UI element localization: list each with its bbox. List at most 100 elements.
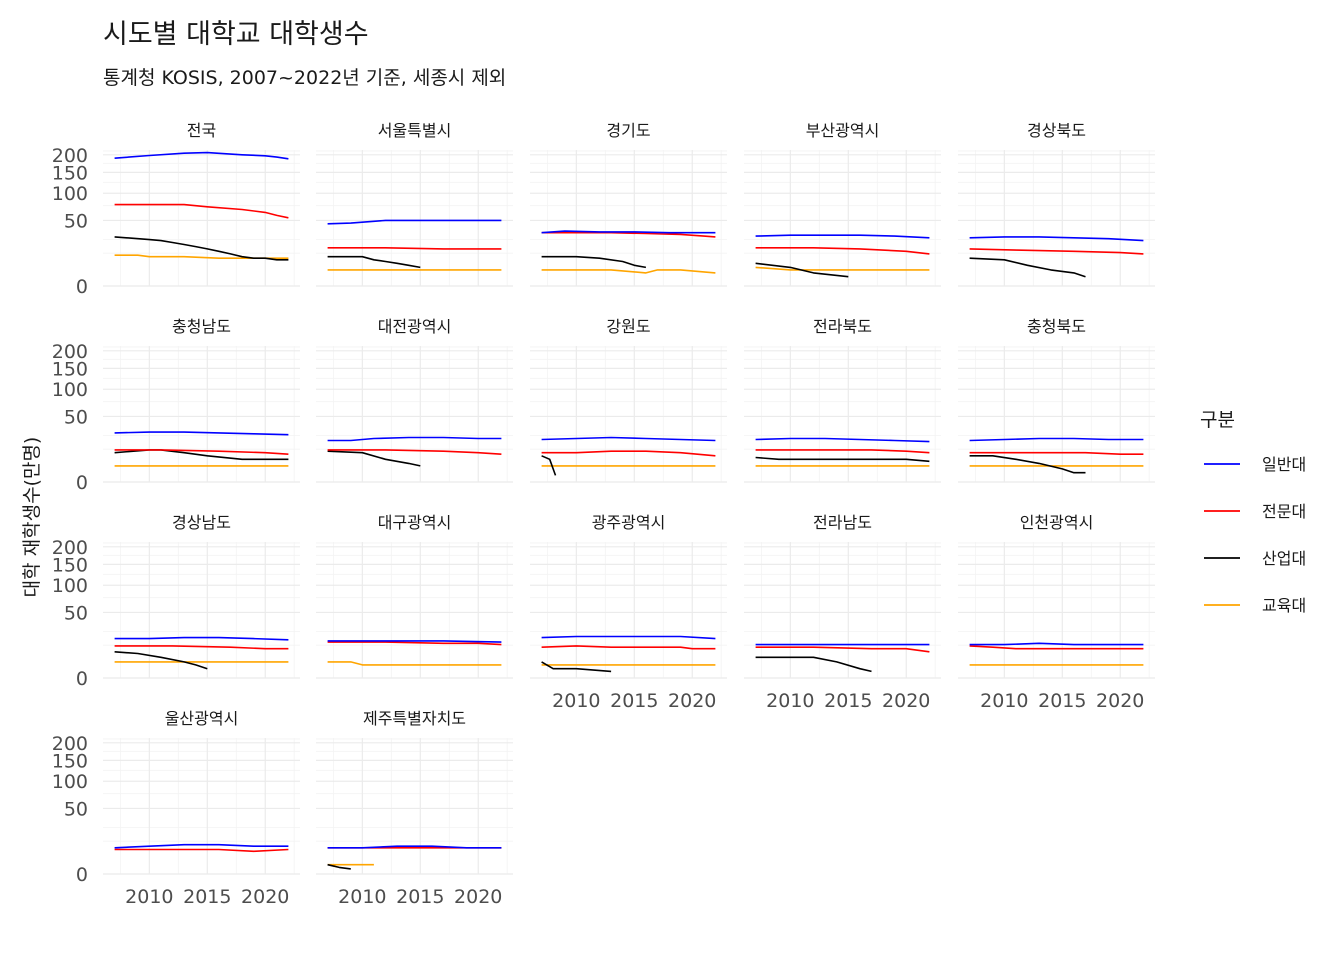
- series-line: [327, 661, 502, 666]
- x-tick-label: 2015: [610, 690, 658, 712]
- series-line: [755, 234, 930, 239]
- legend-label: 교육대: [1262, 596, 1306, 615]
- x-tick-label: 2020: [454, 886, 502, 908]
- facet-strip-label: 강원도: [606, 317, 650, 336]
- y-tick-label: 200: [52, 537, 88, 559]
- facet-strip-label: 대구광역시: [378, 513, 452, 532]
- series-line: [327, 863, 351, 870]
- series-line: [969, 455, 1086, 474]
- facet-strip-label: 충청남도: [172, 317, 231, 336]
- legend-item: 일반대: [1204, 455, 1306, 474]
- series-line: [114, 645, 289, 650]
- series-line: [114, 848, 289, 853]
- facet-panel: 대전광역시: [316, 317, 513, 483]
- series-line: [755, 456, 930, 463]
- series-line: [969, 236, 1144, 242]
- series-line: [327, 255, 421, 269]
- facet-strip-label: 경상북도: [1027, 121, 1086, 140]
- series-line: [327, 450, 421, 467]
- series-line: [114, 236, 289, 261]
- series-line: [969, 642, 1144, 646]
- series-line: [541, 455, 557, 476]
- y-tick-label: 100: [52, 771, 88, 793]
- y-tick-label: 150: [52, 750, 88, 772]
- series-line: [114, 449, 289, 455]
- series-line: [755, 266, 930, 271]
- y-tick-label: 150: [52, 554, 88, 576]
- series-line: [541, 450, 716, 457]
- y-tick-label: 100: [52, 379, 88, 401]
- facet-panel: 경기도: [530, 121, 727, 287]
- x-tick-label: 2010: [766, 690, 814, 712]
- y-tick-label: 50: [64, 406, 88, 428]
- facet-strip-label: 서울특별시: [378, 121, 452, 140]
- y-tick-label: 50: [64, 210, 88, 232]
- y-tick-label: 150: [52, 358, 88, 380]
- facet-strip-label: 경기도: [606, 121, 650, 140]
- facet-panel: 대구광역시: [316, 513, 513, 679]
- x-tick-label: 2015: [1038, 690, 1086, 712]
- series-line: [755, 262, 849, 278]
- facet-strip-label: 전라북도: [813, 317, 872, 336]
- facet-panel: 충청북도: [958, 317, 1155, 483]
- x-tick-label: 2020: [668, 690, 716, 712]
- series-line: [327, 219, 502, 225]
- series-line: [327, 449, 502, 455]
- y-tick-label: 200: [52, 733, 88, 755]
- x-tick-label: 2010: [338, 886, 386, 908]
- facet-strip-label: 전국: [187, 121, 216, 140]
- x-tick-label: 2015: [183, 886, 231, 908]
- series-line: [541, 231, 716, 238]
- x-tick-label: 2010: [980, 690, 1028, 712]
- series-line: [541, 645, 716, 650]
- y-tick-label: 0: [76, 864, 88, 886]
- y-tick-label: 50: [64, 602, 88, 624]
- facet-panel: 제주특별자치도 2010 2015 2020: [316, 709, 513, 908]
- y-tick-label: 100: [52, 575, 88, 597]
- facet-panel: 경상북도: [958, 121, 1155, 287]
- series-line: [114, 151, 289, 160]
- chart-subtitle: 통계청 KOSIS, 2007~2022년 기준, 세종시 제외: [103, 67, 507, 89]
- legend-title: 구분: [1200, 409, 1235, 431]
- series-line: [541, 436, 716, 442]
- series-line: [969, 645, 1144, 650]
- series-line: [755, 247, 930, 255]
- legend-label: 전문대: [1262, 502, 1306, 521]
- y-tick-label: 150: [52, 162, 88, 184]
- series-line: [755, 656, 872, 673]
- x-tick-label: 2015: [396, 886, 444, 908]
- y-tick-label: 200: [52, 341, 88, 363]
- facet-strip-label: 전라남도: [813, 513, 872, 532]
- facet-panel: 부산광역시: [744, 121, 941, 287]
- facet-panel: 서울특별시: [316, 121, 513, 287]
- legend-label: 산업대: [1262, 549, 1306, 568]
- facet-strip-label: 대전광역시: [378, 317, 452, 336]
- x-tick-label: 2010: [125, 886, 173, 908]
- x-tick-label: 2020: [1096, 690, 1144, 712]
- series-line: [327, 640, 502, 643]
- legend-item: 교육대: [1204, 596, 1306, 615]
- chart-title: 시도별 대학교 대학생수: [103, 19, 369, 50]
- y-tick-label: 0: [76, 276, 88, 298]
- y-tick-label: 0: [76, 472, 88, 494]
- facet-strip-label: 경상남도: [172, 513, 231, 532]
- series-line: [327, 247, 502, 250]
- series-line: [114, 203, 289, 219]
- legend-item: 산업대: [1204, 549, 1306, 568]
- series-line: [969, 451, 1144, 455]
- facet-panel: 전라북도: [744, 317, 941, 483]
- series-line: [327, 436, 502, 442]
- facet-strip-label: 광주광역시: [592, 513, 666, 532]
- series-line: [541, 635, 716, 640]
- series-line: [114, 431, 289, 436]
- series-line: [114, 843, 289, 849]
- series-line: [541, 230, 716, 234]
- series-line: [541, 269, 716, 274]
- series-line: [969, 437, 1144, 442]
- facet-strip-label: 부산광역시: [806, 121, 880, 140]
- y-tick-label: 100: [52, 183, 88, 205]
